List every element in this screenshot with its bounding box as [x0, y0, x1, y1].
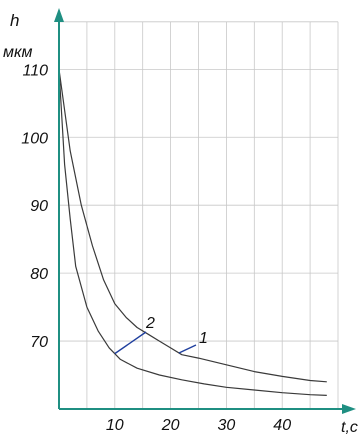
y-axis-unit: мкм	[3, 44, 33, 61]
curve-1-label: 1	[199, 330, 208, 347]
leader-line-1	[178, 344, 197, 354]
y-tick-label: 80	[30, 266, 48, 283]
series-1-line	[58, 69, 327, 383]
y-tick-label: 100	[21, 130, 48, 147]
x-axis-label: t,c	[341, 419, 358, 436]
x-tick-label: 40	[273, 417, 291, 434]
series-2-line	[58, 69, 327, 396]
leader-lines	[114, 331, 197, 355]
x-tick-label: 20	[161, 417, 180, 434]
grid	[59, 21, 339, 409]
axes	[54, 8, 356, 414]
x-tick-label: 30	[218, 417, 236, 434]
curves	[58, 69, 327, 396]
y-tick-label: 90	[30, 198, 48, 215]
y-tick-label: 70	[30, 334, 48, 351]
x-axis-arrow-icon	[342, 404, 356, 414]
y-axis-arrow-icon	[54, 8, 64, 22]
tick-labels: 70 80 90 100 110 10 20 30 40	[21, 62, 291, 434]
leader-line-2	[114, 331, 147, 355]
x-tick-label: 10	[106, 417, 124, 434]
y-axis-label: h	[10, 11, 19, 30]
curve-2-label: 2	[145, 315, 155, 332]
y-tick-label: 110	[22, 62, 48, 79]
